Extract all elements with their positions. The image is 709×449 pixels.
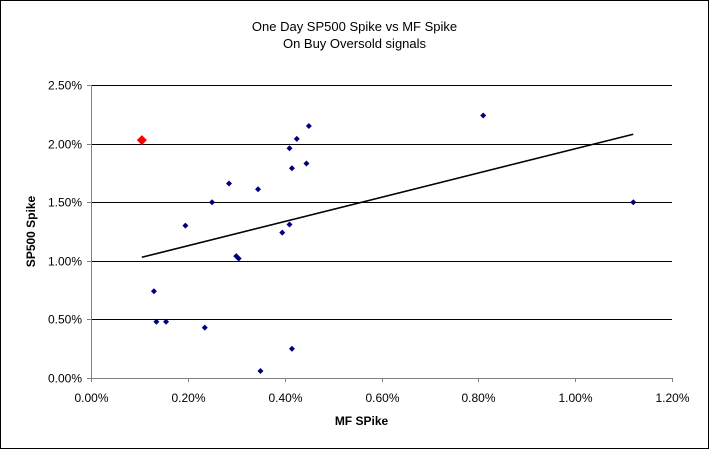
trendline	[141, 133, 634, 259]
data-point	[480, 112, 487, 119]
data-point	[182, 222, 189, 229]
chart-title: One Day SP500 Spike vs MF Spike	[251, 19, 458, 34]
data-point	[305, 123, 312, 130]
y-tick-label: 1.00%	[48, 255, 82, 269]
data-point	[303, 160, 310, 167]
x-tick-label: 0.00%	[74, 391, 108, 405]
highlighted-data-point	[136, 135, 147, 146]
data-point	[293, 135, 300, 142]
data-point	[630, 199, 637, 206]
data-point	[255, 186, 262, 193]
data-point	[288, 345, 295, 352]
chart-subtitle: On Buy Oversold signals	[282, 36, 427, 51]
x-tick-label: 0.40%	[268, 391, 302, 405]
x-tick-label: 0.20%	[171, 391, 205, 405]
data-point	[153, 318, 160, 325]
y-tick-label: 0.00%	[48, 372, 82, 386]
y-tick-label: 2.00%	[48, 138, 82, 152]
data-point	[201, 324, 208, 331]
y-tick-label: 0.50%	[48, 313, 82, 327]
data-point	[163, 318, 170, 325]
data-point	[257, 367, 264, 374]
y-axis-title: SP500 Spike	[24, 195, 38, 267]
x-axis-title: MF SPike	[335, 414, 389, 428]
data-point	[279, 229, 286, 236]
x-tick-label: 0.60%	[365, 391, 399, 405]
y-tick-label: 1.50%	[48, 196, 82, 210]
data-point	[288, 165, 295, 172]
x-tick-label: 1.20%	[655, 391, 689, 405]
x-tick-label: 0.80%	[461, 391, 495, 405]
data-point	[286, 221, 293, 228]
data-point	[235, 255, 242, 262]
data-point	[209, 199, 216, 206]
data-point	[286, 145, 293, 152]
y-tick-label: 2.50%	[48, 79, 82, 93]
x-tick-label: 1.00%	[558, 391, 592, 405]
data-point	[150, 288, 157, 295]
data-point	[225, 180, 232, 187]
